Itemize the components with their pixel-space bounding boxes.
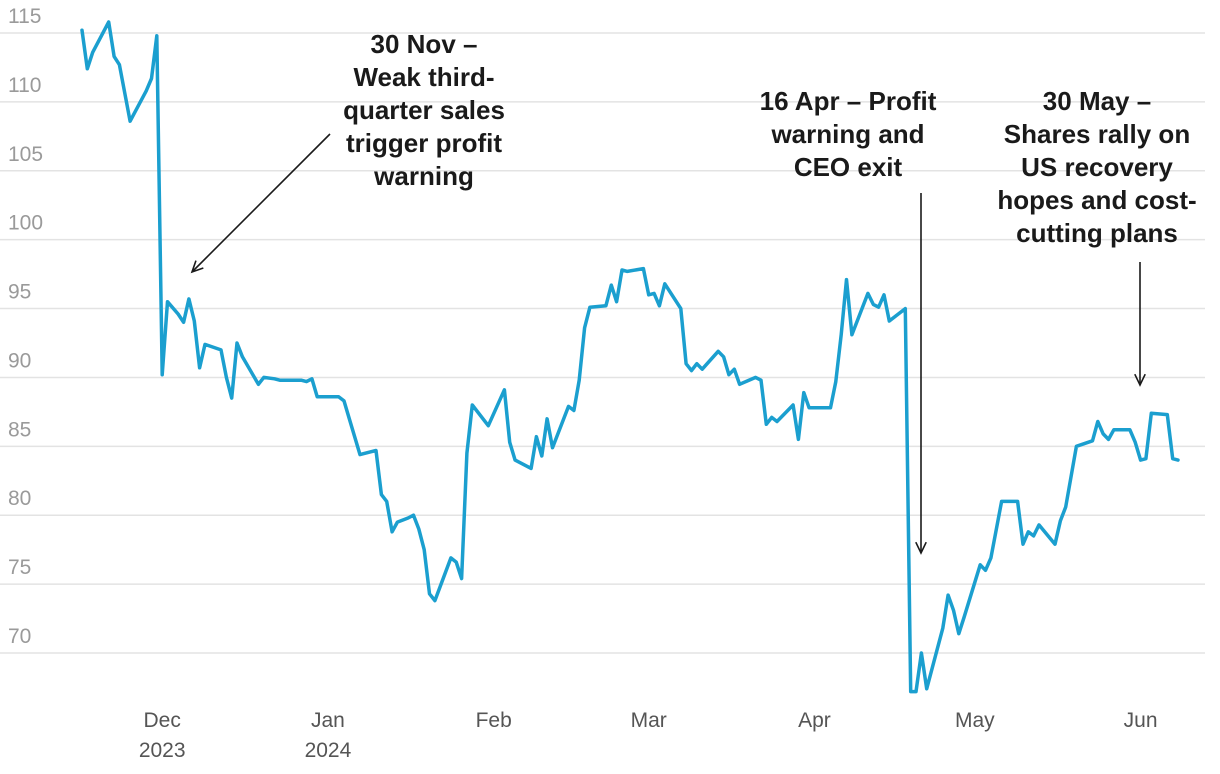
annotation-text: warning and <box>770 119 924 149</box>
annotation-text: cutting plans <box>1016 218 1178 248</box>
x-tick-label: Jun <box>1124 709 1158 732</box>
y-tick-label: 95 <box>8 281 31 304</box>
y-tick-label: 70 <box>8 625 31 648</box>
annotation-text: 30 Nov – <box>371 29 478 59</box>
arrowhead-icon <box>190 260 204 274</box>
x-tick-label: May <box>955 709 995 732</box>
annotation-text: CEO exit <box>794 152 903 182</box>
x-tick-label: Jan <box>311 709 345 732</box>
y-tick-label: 85 <box>8 418 31 441</box>
y-tick-label: 110 <box>8 74 41 97</box>
annotation-text: warning <box>373 161 474 191</box>
annotation-text: Weak third- <box>353 62 494 92</box>
x-tick-label: Mar <box>631 709 667 732</box>
annotation-text: hopes and cost- <box>997 185 1196 215</box>
annotations: 30 Nov –Weak third-quarter salestrigger … <box>190 29 1197 555</box>
arrowhead-icon <box>1134 373 1146 387</box>
annotation-text: quarter sales <box>343 95 505 125</box>
x-tick-sublabel: 2024 <box>305 739 352 762</box>
y-tick-label: 100 <box>8 212 43 235</box>
arrowhead-icon <box>915 541 927 555</box>
x-tick-sublabel: 2023 <box>139 739 186 762</box>
annotation-arrow <box>191 133 331 273</box>
annotation-text: Shares rally on <box>1004 119 1190 149</box>
gridlines <box>0 32 1205 654</box>
share-price-line <box>80 20 1180 694</box>
x-axis-ticks: Dec 2023 Jan 2024 Feb Mar Apr May Jun <box>139 709 1158 762</box>
y-tick-label: 75 <box>8 556 31 579</box>
x-tick-label: Feb <box>476 709 512 732</box>
y-tick-label: 105 <box>8 143 43 166</box>
annotation-text: US recovery <box>1021 152 1173 182</box>
annotation-1: 30 Nov –Weak third-quarter salestrigger … <box>190 29 505 274</box>
y-tick-label: 115 <box>8 5 41 28</box>
y-axis-ticks: 70 75 80 85 90 95 100 105 110 115 <box>8 5 43 648</box>
annotation-text: 30 May – <box>1043 86 1151 116</box>
y-tick-label: 90 <box>8 349 31 372</box>
x-tick-label: Apr <box>798 709 831 732</box>
annotation-text: trigger profit <box>346 128 502 158</box>
annotation-text: 16 Apr – Profit <box>760 86 937 116</box>
y-tick-label: 80 <box>8 487 31 510</box>
x-tick-label: Dec <box>144 709 181 732</box>
